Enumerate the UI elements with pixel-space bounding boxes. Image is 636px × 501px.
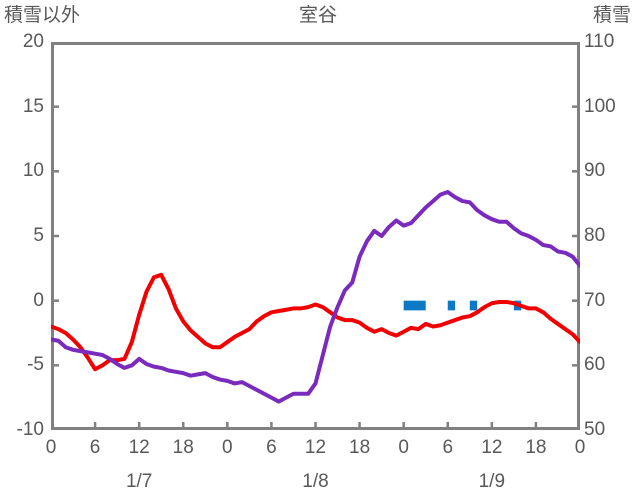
precipitation-bar (403, 300, 426, 311)
x-axis-date-label: 1/8 (302, 471, 329, 492)
series-line-snow-depth (51, 190, 580, 404)
x-axis-tick-label: 6 (89, 437, 101, 458)
right-axis-title: 積雪 (592, 5, 631, 26)
left-axis-tick-label: 10 (22, 160, 44, 182)
precipitation-bar (447, 300, 456, 311)
precipitation-bar (469, 300, 478, 311)
left-axis-tick-label: -10 (16, 419, 44, 440)
x-axis-tick-label: 0 (574, 437, 586, 458)
x-axis-tick-label: 0 (398, 437, 409, 458)
left-axis-tick-label: -5 (27, 354, 44, 376)
left-axis-tick-label: 0 (33, 289, 44, 311)
x-axis-tick-label: 12 (304, 437, 327, 458)
x-axis-date-label: 1/9 (478, 471, 506, 492)
x-axis-tick-label: 12 (128, 437, 150, 458)
x-axis-date-label: 1/7 (125, 471, 153, 492)
x-axis-tick-label: 18 (172, 437, 194, 458)
x-axis-tick-label: 18 (349, 437, 371, 458)
left-axis-tick-label: 15 (22, 95, 44, 117)
left-axis-title: 積雪以外 (4, 5, 81, 26)
right-axis-tick-label: 70 (584, 289, 606, 311)
right-axis-tick-label: 50 (584, 419, 606, 440)
chart-series-layer (51, 105, 580, 430)
x-axis-tick-label: 6 (442, 437, 454, 458)
right-axis-tick-label: 90 (584, 160, 606, 182)
x-axis-tick-label: 0 (222, 437, 233, 458)
right-axis-tick-label: 60 (584, 354, 606, 376)
left-axis-tick-label: 20 (22, 31, 44, 52)
x-axis-tick-label: 6 (266, 437, 277, 458)
x-axis-tick-label: 18 (525, 437, 547, 458)
chart-title: 室谷 (298, 5, 337, 26)
left-axis-tick-label: 5 (33, 225, 44, 246)
right-axis-tick-label: 110 (584, 31, 615, 52)
plot-area-frame (51, 42, 580, 430)
x-axis-tick-label: 12 (481, 437, 503, 458)
right-axis-tick-label: 100 (584, 95, 616, 117)
x-axis-tick-label: 0 (45, 437, 57, 458)
right-axis-tick-label: 80 (584, 225, 606, 246)
series-line-temperature (51, 272, 580, 372)
